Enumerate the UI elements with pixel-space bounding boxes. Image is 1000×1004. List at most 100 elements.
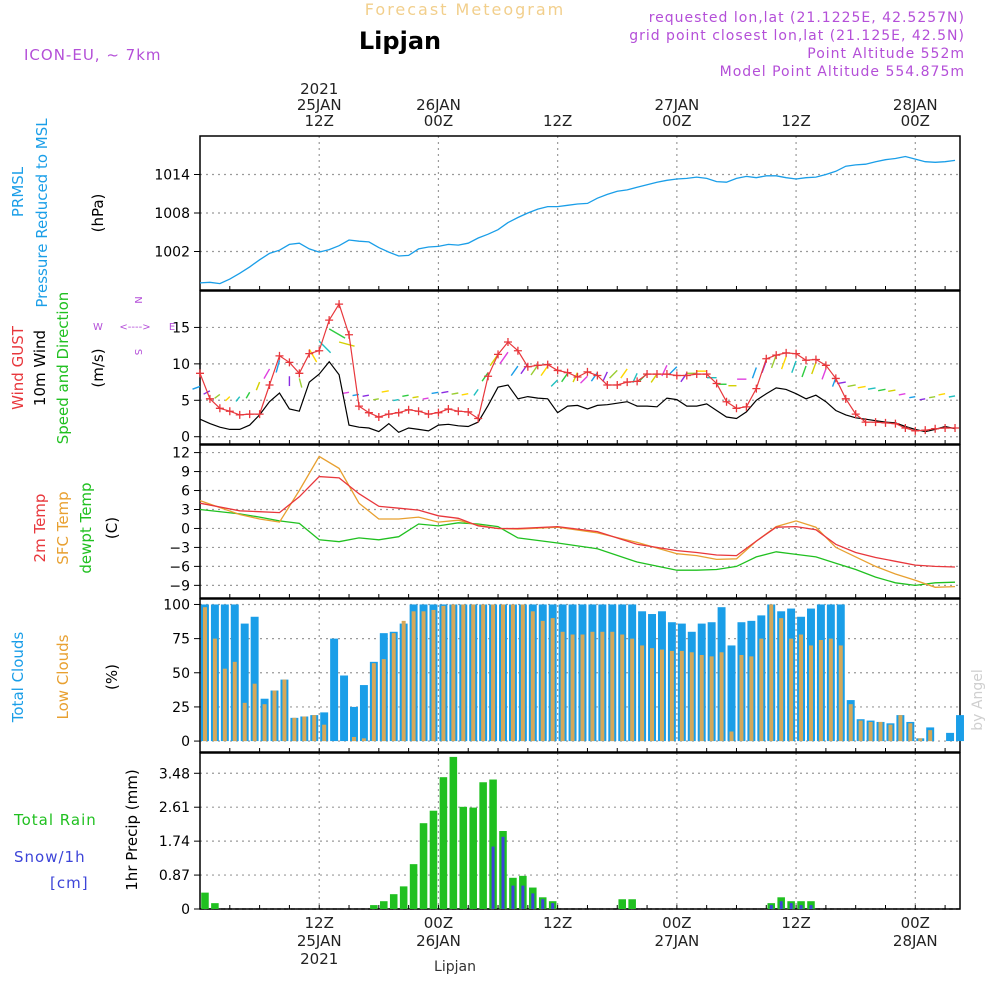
wind-arrow <box>821 368 827 380</box>
wind-gust-marker <box>354 402 363 411</box>
top-time-label: 12Z <box>781 112 810 130</box>
y-tick-label: 5 <box>181 393 190 409</box>
wind-arrow <box>898 393 906 396</box>
wind-gust-marker <box>315 346 324 355</box>
y-tick-label: 0 <box>181 521 190 537</box>
wind-gust-marker <box>245 410 254 419</box>
wind-arrow <box>620 368 628 379</box>
wind-gust-marker <box>613 380 622 389</box>
wind-gust-markers <box>196 300 960 435</box>
wind-gust-marker <box>652 370 661 379</box>
wind-gust-marker <box>255 410 264 419</box>
grid-point-coords: grid point closest lon,lat (21.125E, 42.… <box>629 28 965 44</box>
wind-gust-marker <box>672 371 681 380</box>
low-cloud-bar <box>540 620 545 742</box>
cloud-bars <box>200 604 964 742</box>
wind-label: 10m Wind <box>31 330 49 406</box>
bottom-time-label: 2021 <box>300 950 338 968</box>
wind-arrow <box>938 393 946 396</box>
temp-line <box>199 455 956 588</box>
precip-bars <box>200 756 960 910</box>
low-cloud-bar <box>292 717 297 742</box>
bottom-time-label: 12Z <box>305 914 334 932</box>
snow-bar <box>491 846 495 909</box>
low-cloud-bar <box>779 618 784 742</box>
temp-label: SFC Temp <box>54 491 72 564</box>
low-cloud-bar <box>580 634 585 742</box>
wind-gust-marker <box>474 414 483 423</box>
wind-gust-marker <box>702 370 711 379</box>
total-cloud-bar <box>359 685 368 742</box>
wind-gust-marker <box>196 369 204 378</box>
low-cloud-bar <box>232 661 237 742</box>
snow-bar <box>769 905 773 909</box>
low-cloud-bar <box>471 604 476 742</box>
y-tick-label: 3.48 <box>159 766 190 782</box>
low-cloud-bar <box>411 611 416 742</box>
wind-gust-marker <box>752 384 761 393</box>
wind-arrow <box>540 365 549 376</box>
wind-gust-marker <box>543 360 552 369</box>
y-tick-label: 0.87 <box>159 868 190 884</box>
wind-gust-marker <box>573 372 582 381</box>
rain-bar <box>380 901 388 909</box>
wind-arrow <box>791 360 797 374</box>
panel-frame <box>199 444 961 599</box>
wind-arrow <box>602 371 608 382</box>
low-cloud-bar <box>828 638 833 742</box>
wind-gust-marker <box>792 349 801 358</box>
wind-gust-marker <box>553 366 562 375</box>
wind-gust-marker <box>335 300 344 309</box>
wind-gust-marker <box>215 404 224 413</box>
wind-gust-marker <box>295 369 304 378</box>
wind-gust-marker <box>533 361 542 370</box>
top-time-label: 26JAN <box>416 96 461 114</box>
compass-e: E <box>169 322 175 333</box>
low-cloud-bar <box>600 631 605 742</box>
rain-bar <box>370 905 378 909</box>
wind-gust-marker <box>762 354 771 363</box>
low-cloud-bar <box>699 655 704 742</box>
temp-label: dewpt Temp <box>77 482 95 573</box>
low-cloud-bar <box>898 715 903 742</box>
rain-bar <box>409 864 418 909</box>
low-cloud-bar <box>759 638 764 742</box>
wind-gust-marker <box>722 397 731 406</box>
low-cloud-bar <box>868 721 873 742</box>
precip-panel: 3.48 2.61 1.74 0.87 0 <box>159 752 961 918</box>
low-cloud-bar <box>590 631 595 742</box>
wind-gust-marker <box>841 394 850 403</box>
wind-gust-marker <box>484 372 493 381</box>
wind-gust-marker <box>712 379 721 388</box>
wind-arrow <box>878 388 886 392</box>
wind-gust-marker <box>851 410 860 419</box>
snow-bar <box>531 893 535 909</box>
rain-bar <box>399 886 408 909</box>
rain-bar <box>429 810 438 909</box>
wind-gust-marker <box>325 316 334 325</box>
wind-panel: 15 10 5 0 <box>172 290 961 446</box>
wind-arrow <box>650 373 658 383</box>
wind-gust-marker <box>881 418 890 427</box>
wind-arrow <box>550 379 559 387</box>
wind-gust-marker <box>941 423 950 432</box>
wind-arrow <box>203 390 211 395</box>
wind-gust-marker <box>643 370 652 379</box>
wind-gust-marker <box>871 418 880 427</box>
wind-arrow <box>431 391 439 395</box>
temp-line <box>199 508 956 587</box>
low-cloud-bar <box>679 650 684 742</box>
wind-arrow <box>770 354 777 369</box>
low-cloud-bar <box>848 704 853 742</box>
wind-arrow <box>847 384 856 388</box>
compass-w: W <box>93 322 103 333</box>
wind-gust-marker <box>633 377 642 386</box>
low-cloud-bar <box>361 738 366 742</box>
wind-arrow <box>441 390 449 394</box>
top-time-label: 2021 <box>300 80 338 98</box>
low-cloud-bar <box>501 604 505 742</box>
wind-gust-marker <box>583 367 592 376</box>
wind-arrow <box>245 391 251 399</box>
wind-arrow <box>919 398 926 401</box>
